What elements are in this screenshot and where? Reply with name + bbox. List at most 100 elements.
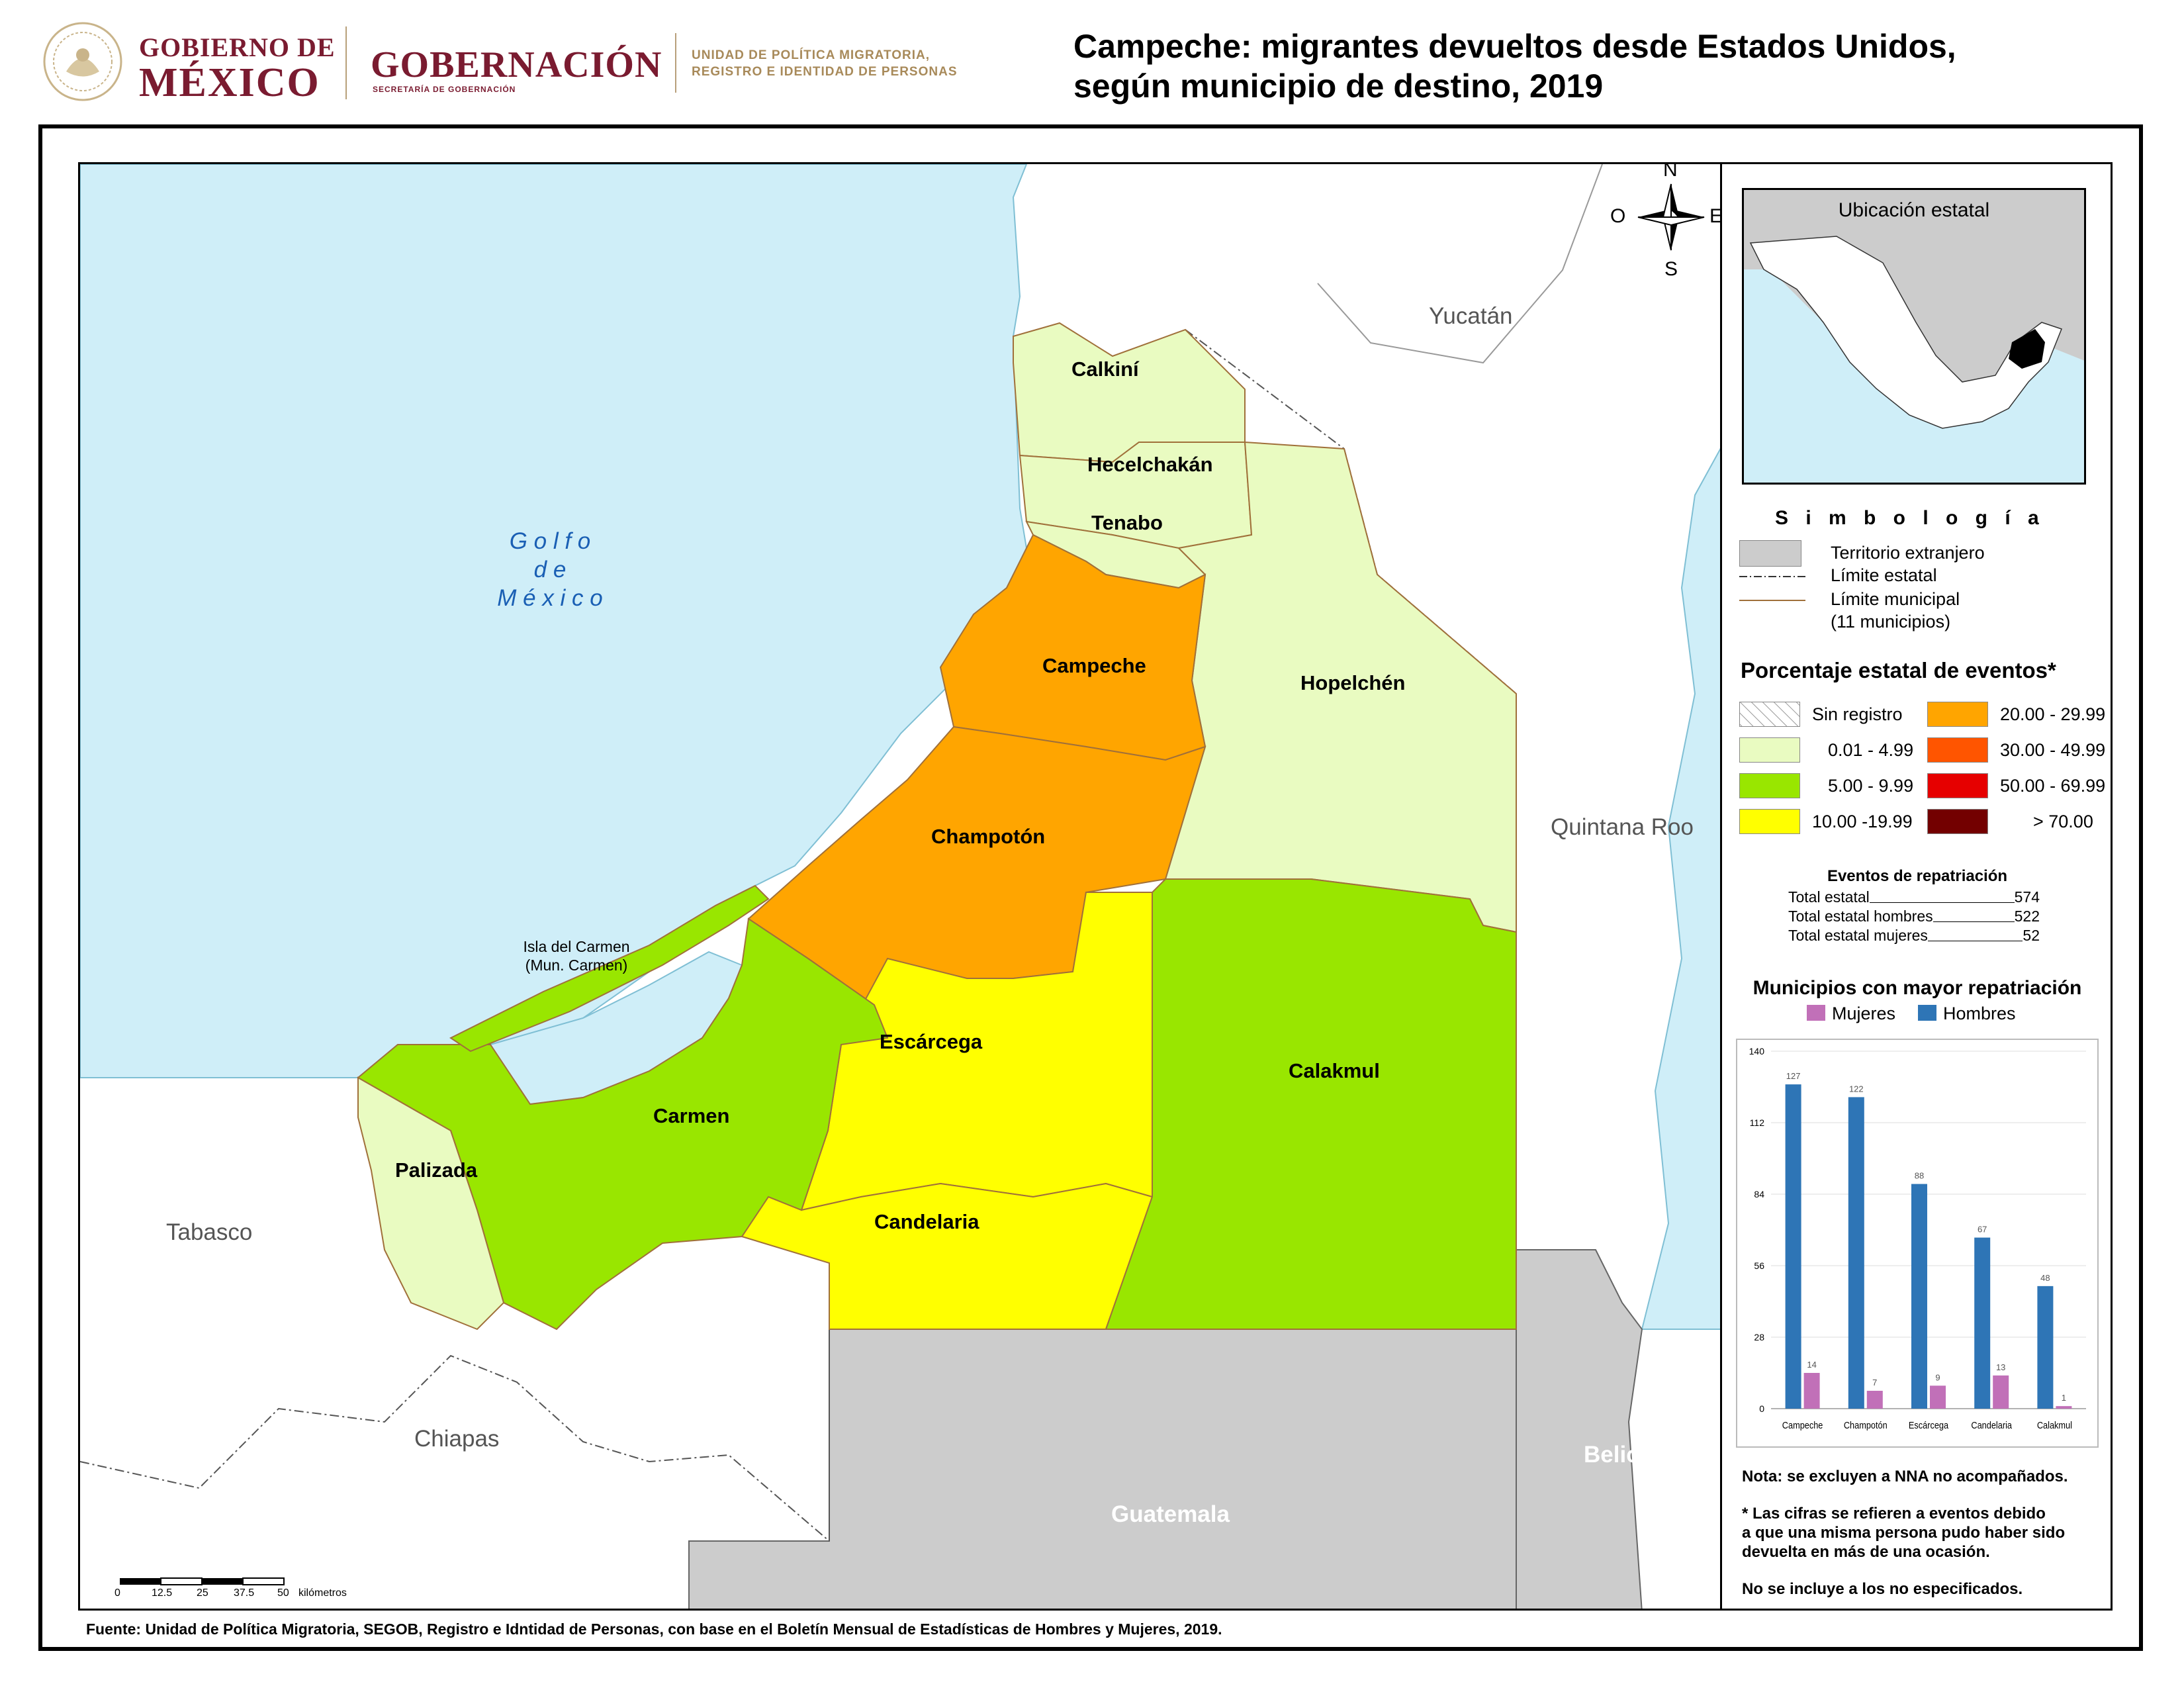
pct-class-label: 5.00 - 9.99 [1828,776,1914,796]
eventos-value: 574 [2014,888,2040,906]
bar-hombres [1785,1084,1801,1409]
data-label: 1 [2062,1393,2066,1403]
eventos-title: Eventos de repatriación [1827,867,2008,885]
compass-rose-icon [1637,183,1705,251]
municipio-label: Candelaria [874,1210,979,1233]
sin-registro-swatch [1739,702,1800,727]
gulf-label: G o l f o d e M é x i c o [424,527,676,612]
unidad-line2: REGISTRO E IDENTIDAD DE PERSONAS [692,65,958,79]
gulf-label-line1: G o l f o [509,528,591,554]
compass-north-label: N [1663,162,1678,181]
eventos-label: Total estatal [1788,888,1870,906]
compass-east-label: E [1709,205,1722,227]
eventos-list: Total estatal 574 Total estatal hombres … [1788,887,2040,945]
bar-mujeres [1803,1373,1820,1409]
scale-tick: 0 [114,1587,120,1599]
eventos-label: Total estatal mujeres [1788,927,1928,944]
municipio-label: Carmen [653,1104,730,1127]
scale-tick: 50 [277,1587,289,1599]
legend-label-mujeres: Mujeres [1832,1004,1896,1023]
municipio-calkini-shape [1013,322,1246,463]
inset-map-svg [1744,190,2084,483]
pct-class-label: Sin registro [1812,704,1903,724]
secretaria-text: SECRETARÍA DE GOBERNACIÓN [373,85,516,94]
nota-text: Nota: se excluyen a NNA no acompañados. [1742,1468,2068,1485]
bar-mujeres [2056,1406,2072,1409]
inset-mexico [1749,236,2062,429]
state-label-yucatan: Yucatán [1429,303,1513,329]
compass-south-label: S [1664,258,1678,280]
pct-class-label: 10.00 -19.99 [1812,812,1913,831]
bar-mujeres [1993,1375,2009,1409]
gobierno-de-text: GOBIERNO DE [139,32,336,62]
legend-swatch-hombres [1918,1005,1936,1021]
pct-class-swatch [1927,702,1988,727]
eventos-row: Total estatal 574 [1788,887,2040,906]
y-tick-label: 112 [1750,1117,1765,1128]
pct-class-label: 0.01 - 4.99 [1828,740,1914,760]
data-label: 127 [1786,1071,1801,1081]
eventos-value: 522 [2014,908,2040,925]
municipio-label: Hopelchén [1300,671,1406,694]
title-line1: Campeche: migrantes devueltos desde Esta… [1073,28,1956,65]
state-label-quintana-roo: Quintana Roo [1551,814,1694,840]
data-label: 48 [2040,1273,2050,1283]
y-tick-label: 140 [1749,1046,1765,1056]
inset-map: Ubicación estatal [1742,188,2086,485]
eventos-label: Total estatal hombres [1788,908,1933,925]
logo-divider [345,26,347,99]
gulf-label-line3: M é x i c o [497,585,603,611]
territorio-swatch [1739,540,1801,567]
source-footer: Fuente: Unidad de Política Migratoria, S… [86,1620,1222,1638]
data-label: 88 [1915,1171,1924,1181]
y-tick-label: 28 [1754,1332,1764,1342]
eventos-row: Total estatal hombres 522 [1788,906,2040,925]
limite-municipal-label: Límite municipal [1831,589,1960,609]
bar-hombres [1848,1097,1864,1409]
municipio-label: Calkiní [1071,357,1139,381]
pct-class-swatch [1739,737,1800,763]
asterisk-note: * Las cifras se refieren a eventos debid… [1742,1504,2065,1562]
eventos-value: 52 [2023,927,2040,944]
scale-unit: kilómetros [298,1587,347,1599]
page-title: Campeche: migrantes devueltos desde Esta… [1073,26,1956,106]
inset-campeche [2009,329,2045,369]
asterisk-note-line1: * Las cifras se refieren a eventos debid… [1742,1505,2046,1523]
bar-hombres [1974,1237,1991,1409]
gulf-label-line2: d e [533,557,567,583]
scale-bar [120,1577,285,1585]
escudo-nacional-icon [43,22,122,101]
municipio-palizada-shape [357,1076,505,1331]
limite-estatal-line [1739,576,1805,577]
belice-area [1516,1249,1643,1609]
municipio-label: Tenabo [1091,511,1163,534]
x-tick-label: Champotón [1844,1419,1888,1430]
y-tick-label: 56 [1754,1260,1764,1271]
bar-mujeres [1866,1391,1883,1409]
scale-tick: 12.5 [152,1587,173,1599]
logo-divider [675,33,676,93]
mexico-text: MÉXICO [139,60,320,105]
limite-estatal-label: Límite estatal [1831,565,1937,585]
caribbean-area [1641,447,1720,1330]
pct-class-label: 20.00 - 29.99 [2000,704,2106,724]
municipio-label: Palizada [395,1158,478,1182]
island-label-line1: Isla del Carmen [523,938,630,955]
scale-tick: 37.5 [234,1587,255,1599]
map-area: N S O E G o l f o d e M é x i c o Isla d… [78,162,1722,1611]
legend-panel: Ubicación estatal S i m b o l o g í a Te… [1722,162,2113,1611]
municipio-calakmul-shape [1105,878,1517,1330]
asterisk-note-line2: a que una misma persona pudo haber sido [1742,1524,2066,1542]
pct-class-label: 30.00 - 49.99 [2000,740,2106,760]
data-label: 14 [1807,1360,1816,1370]
state-label-tabasco: Tabasco [166,1219,253,1245]
municipio-label: Calakmul [1289,1059,1380,1082]
x-tick-label: Escárcega [1909,1419,1948,1430]
inset-title: Ubicación estatal [1838,199,1990,221]
data-label: 67 [1978,1225,1987,1235]
legend-swatch-mujeres [1807,1005,1825,1021]
bar-mujeres [1930,1385,1946,1409]
bar-chart: 0 28 56 84 112 140 Campeche 127 14 Champotón 122 7 E… [1736,1039,2099,1448]
unidad-line1: UNIDAD DE POLÍTICA MIGRATORIA, [692,48,931,62]
territorio-label: Territorio extranjero [1831,543,1985,563]
